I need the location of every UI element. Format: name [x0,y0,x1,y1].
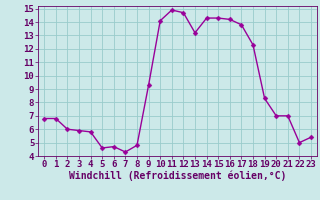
X-axis label: Windchill (Refroidissement éolien,°C): Windchill (Refroidissement éolien,°C) [69,171,286,181]
